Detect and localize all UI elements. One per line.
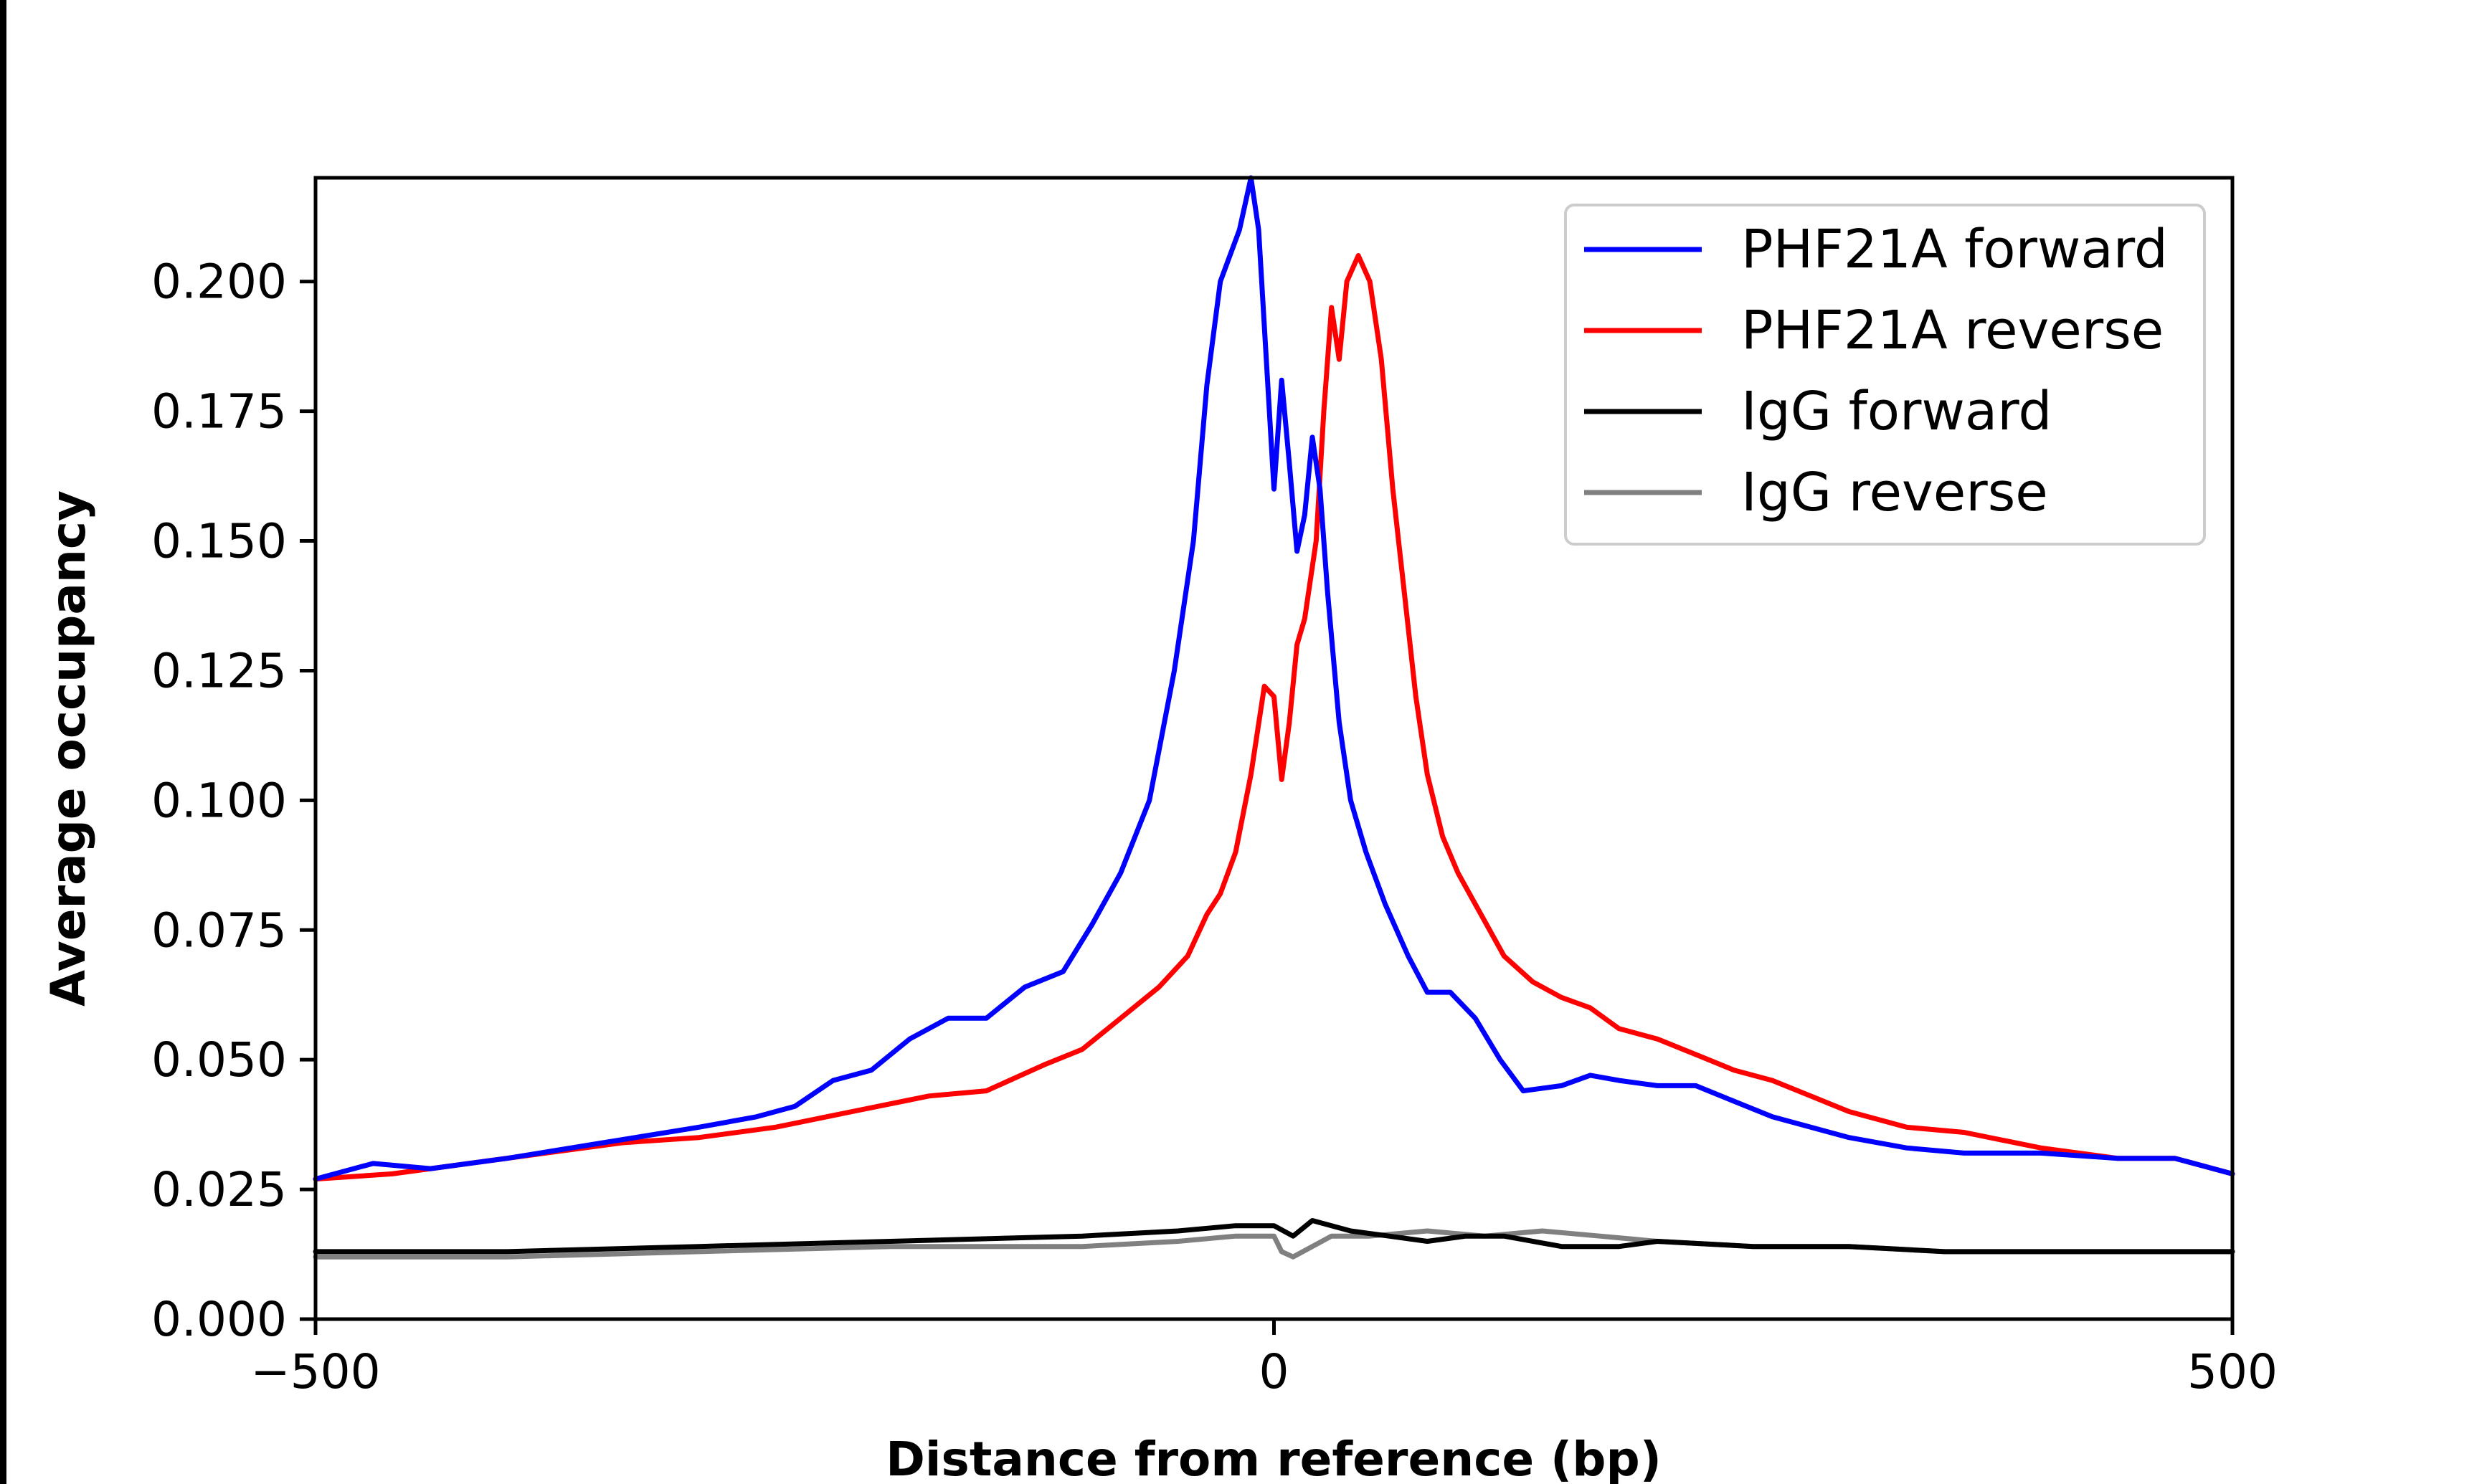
series-line-phf21a-reverse (313, 253, 2235, 1182)
y-tick-label: 0.075 (151, 903, 287, 958)
legend: PHF21A forward PHF21A reverse IgG forward I… (1564, 204, 2206, 546)
y-tick-label: 0.175 (151, 384, 287, 439)
series-line-igg-forward (313, 1218, 2235, 1255)
x-tick-label: 500 (2187, 1344, 2278, 1399)
y-axis-ticks: 0.000 0.025 0.050 0.075 0.100 0.125 0.150 0.175… (151, 255, 316, 1347)
legend-label: PHF21A reverse (1741, 300, 2164, 361)
y-tick-label: 0.125 (151, 643, 287, 698)
y-tick-label: 0.025 (151, 1162, 287, 1217)
x-tick-label: −500 (250, 1344, 380, 1399)
left-border-strip (0, 0, 6, 1484)
legend-label: PHF21A forward (1741, 219, 2168, 280)
x-tick-label: 0 (1259, 1344, 1289, 1399)
y-tick-label: 0.150 (151, 514, 287, 569)
y-tick-label: 0.000 (151, 1292, 287, 1347)
y-tick-label: 0.050 (151, 1032, 287, 1088)
legend-box (1564, 204, 2206, 546)
y-axis-label: Average occupancy (41, 490, 96, 1007)
y-tick-label: 0.100 (151, 773, 287, 828)
legend-label: IgG reverse (1741, 462, 2048, 523)
legend-label: IgG forward (1741, 381, 2052, 442)
x-axis-ticks: −500 0 500 (250, 1319, 2278, 1399)
series-layer (313, 175, 2235, 1260)
series-line-phf21a-forward (313, 175, 2235, 1182)
y-tick-label: 0.200 (151, 255, 287, 310)
x-axis-label: Distance from reference (bp) (886, 1432, 1662, 1484)
legend-items: PHF21A forward PHF21A reverse IgG forward I… (1584, 219, 2168, 523)
